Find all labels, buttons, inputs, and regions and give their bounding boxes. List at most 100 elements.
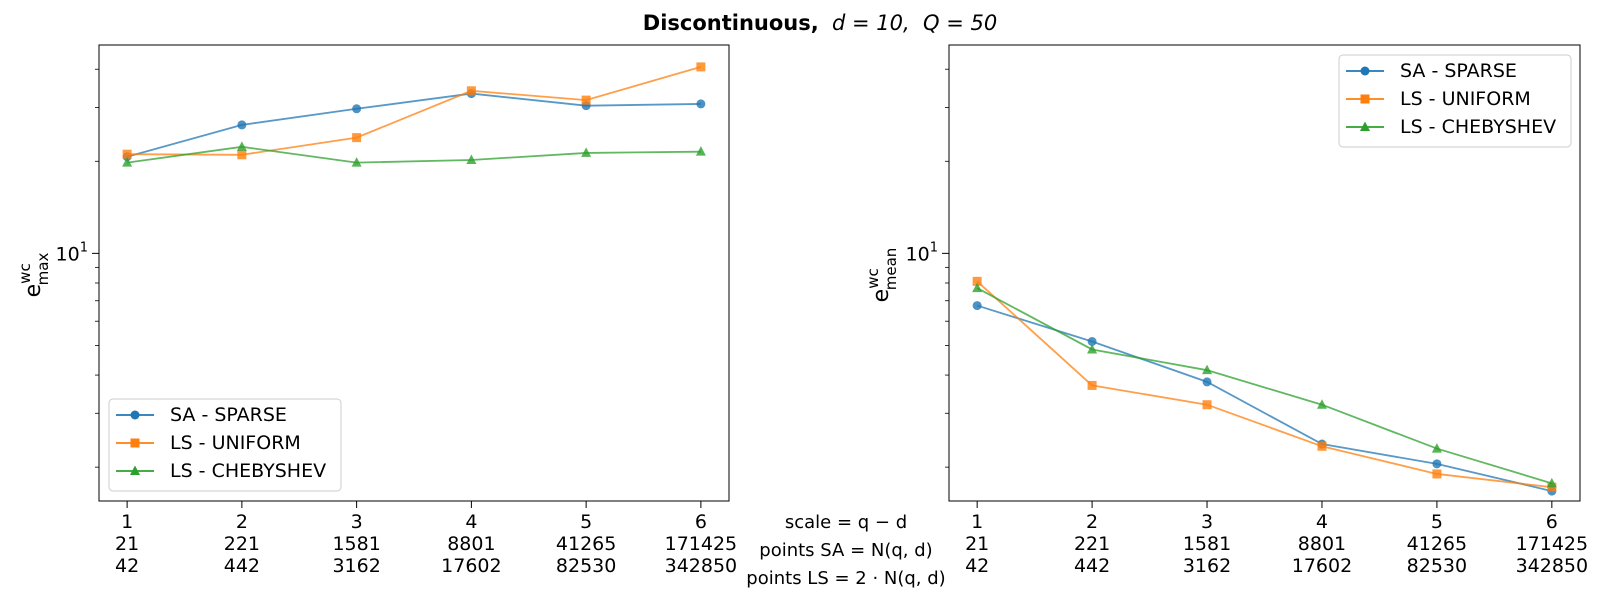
x-caption-points-ls: points LS = 2 · N(q, d)	[746, 568, 945, 589]
left-x-tick-label-row3: 17602	[441, 555, 501, 577]
left-x-tick-label-row3: 342850	[665, 555, 738, 577]
left-point-sparse	[237, 120, 247, 130]
right-point-chebyshev	[1546, 477, 1557, 488]
right-ylabel-sup: wc	[864, 268, 882, 289]
right-x-tick-label-row3: 42	[965, 555, 989, 577]
left-y-tick-label-exp: 1	[80, 240, 88, 255]
right-point-chebyshev	[1202, 364, 1213, 375]
left-y-axis-label: ewcmax	[16, 253, 52, 298]
left-x-tick-label-row2: 21	[115, 533, 139, 555]
right-axes-frame	[948, 44, 1581, 502]
right-x-tick-label-row1: 3	[1201, 511, 1213, 533]
left-series-line-uniform	[127, 66, 702, 156]
right-legend-entry-uniform: LS - UNIFORM	[1346, 88, 1531, 110]
left-x-tick-label-row2: 171425	[665, 533, 738, 555]
right-point-uniform	[1087, 380, 1097, 390]
x-caption-points-sa: points SA = N(q, d)	[759, 540, 932, 561]
left-legend-label-sa: SA - SPARSE	[170, 404, 287, 426]
right-x-tick-label-row3: 82530	[1407, 555, 1467, 577]
right-x-tick-label-row1: 4	[1316, 511, 1328, 533]
right-y-ticks: 101	[906, 68, 949, 468]
left-point-sparse	[352, 104, 362, 114]
x-caption-scale: scale = q − d	[785, 512, 907, 533]
left-x-tick-label-row1: 5	[580, 511, 592, 533]
left-point-uniform	[122, 149, 132, 159]
right-point-chebyshev	[1431, 443, 1442, 453]
left-x-tick-label-row2: 8801	[447, 533, 495, 555]
right-y-tick-label: 101	[906, 240, 938, 265]
left-series	[122, 62, 706, 167]
right-x-tick-label-row1: 2	[1086, 511, 1098, 533]
right-x-tick-label-row1: 1	[971, 511, 983, 533]
right-y-axis-label: ewcmean	[864, 248, 900, 303]
right-point-sparse	[1087, 337, 1097, 347]
right-series-line-uniform	[976, 280, 1552, 489]
left-legend: SA - SPARSE LS - UNIFORM LS - CHEBYSHEV	[108, 398, 342, 492]
left-ylabel-sub: max	[34, 253, 52, 286]
right-legend-label-chebyshev: LS - CHEBYSHEV	[1400, 116, 1556, 138]
x-axis-caption: scale = q − d points SA = N(q, d) points…	[746, 512, 945, 589]
left-point-chebyshev	[236, 141, 247, 151]
left-y-tick-label-base: 10	[56, 243, 80, 265]
left-x-tick-label-row3: 82530	[556, 555, 616, 577]
right-series-line-chebyshev	[976, 287, 1553, 485]
left-series-line-chebyshev	[126, 145, 701, 164]
right-x-tick-label-row2: 171425	[1516, 533, 1589, 555]
left-legend-label-chebyshev: LS - CHEBYSHEV	[170, 460, 326, 482]
left-panel: ewcmax 101 12142222144231581316248801176…	[16, 44, 737, 577]
right-x-tick-label-row3: 3162	[1183, 555, 1231, 577]
right-legend-label-uniform: LS - UNIFORM	[1400, 88, 1531, 110]
left-point-sparse	[696, 99, 706, 109]
right-series-line-sparse	[976, 304, 1553, 492]
right-legend-label-sa: SA - SPARSE	[1400, 60, 1517, 82]
right-x-tick-label-row3: 342850	[1516, 555, 1589, 577]
left-axes-frame	[98, 44, 730, 502]
left-y-ticks: 101	[56, 68, 99, 468]
right-x-tick-label-row2: 21	[965, 533, 989, 555]
left-point-chebyshev	[351, 157, 362, 167]
left-point-uniform	[237, 150, 247, 160]
right-legend-entry-chebyshev: LS - CHEBYSHEV	[1346, 116, 1556, 138]
right-legend-marker-sa	[1360, 66, 1370, 76]
left-x-tick-label-row3: 3162	[332, 555, 380, 577]
right-point-sparse	[972, 301, 982, 311]
left-point-uniform	[696, 62, 706, 72]
left-x-tick-label-row1: 6	[695, 511, 707, 533]
right-point-chebyshev	[1087, 343, 1098, 354]
right-point-uniform	[1317, 441, 1327, 451]
left-x-tick-label-row1: 3	[351, 511, 363, 533]
title-q: Q = 50	[923, 11, 997, 35]
left-ylabel-base: e	[21, 284, 46, 298]
left-legend-marker-sa	[130, 410, 140, 420]
left-point-uniform	[352, 133, 362, 143]
left-x-tick-label-row2: 1581	[332, 533, 380, 555]
right-point-uniform	[972, 276, 982, 286]
left-legend-entry-chebyshev: LS - CHEBYSHEV	[116, 460, 326, 482]
right-legend-entry-sa: SA - SPARSE	[1346, 60, 1517, 82]
right-point-chebyshev	[972, 282, 983, 293]
right-x-tick-label-row2: 221	[1074, 533, 1110, 555]
left-point-chebyshev	[122, 157, 133, 167]
left-point-uniform	[581, 95, 591, 105]
left-series-line-sparse	[126, 92, 701, 158]
left-point-chebyshev	[695, 146, 706, 156]
right-ylabel-base: e	[869, 289, 894, 303]
right-legend-frame	[1338, 54, 1572, 148]
left-x-tick-label-row1: 4	[465, 511, 477, 533]
right-point-sparse	[1202, 377, 1212, 387]
right-ylabel-sub: mean	[882, 248, 900, 291]
left-x-tick-label-row3: 442	[224, 555, 260, 577]
left-legend-frame	[108, 398, 342, 492]
left-point-chebyshev	[581, 147, 592, 157]
right-x-tick-label-row2: 8801	[1298, 533, 1346, 555]
left-x-tick-label-row1: 1	[121, 511, 133, 533]
left-point-chebyshev	[466, 154, 477, 164]
right-x-tick-label-row3: 17602	[1292, 555, 1352, 577]
left-x-tick-label-row3: 42	[115, 555, 139, 577]
left-legend-entry-uniform: LS - UNIFORM	[116, 432, 301, 454]
figure-title: Discontinuous, d = 10, Q = 50	[643, 11, 997, 35]
right-y-tick-label-exp: 1	[930, 240, 938, 255]
right-point-uniform	[1202, 400, 1212, 410]
